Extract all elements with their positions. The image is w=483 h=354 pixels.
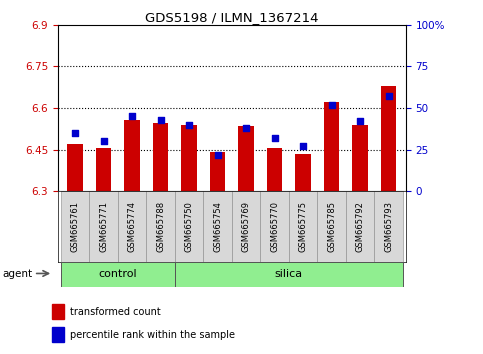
Text: GSM665793: GSM665793 [384,201,393,252]
Bar [295,154,311,191]
Text: GSM665774: GSM665774 [128,201,137,252]
Bar [267,148,283,191]
Bar [324,102,340,191]
Text: GSM665754: GSM665754 [213,201,222,252]
Bar [96,148,112,191]
Point [185,122,193,127]
Title: GDS5198 / ILMN_1367214: GDS5198 / ILMN_1367214 [145,11,319,24]
Bar [52,304,64,319]
Text: control: control [99,269,137,279]
Bar [175,191,203,262]
Bar [118,191,146,262]
Bar [352,125,368,191]
Bar [317,191,346,262]
Text: GSM665770: GSM665770 [270,201,279,252]
Bar [238,126,254,191]
Point [99,138,107,144]
Text: GSM665788: GSM665788 [156,201,165,252]
Point [128,113,136,119]
Point [299,143,307,149]
Bar [289,191,317,262]
Bar [374,191,403,262]
Bar [67,144,83,191]
Bar [61,191,89,262]
Bar [181,125,197,191]
Point [385,93,393,99]
Bar [260,191,289,262]
Bar [232,191,260,262]
Bar [146,191,175,262]
Text: GSM665761: GSM665761 [71,201,80,252]
Point [242,125,250,131]
Text: agent: agent [2,269,32,279]
Text: silica: silica [275,269,303,279]
Bar [61,262,175,287]
Point [271,135,279,141]
Text: GSM665785: GSM665785 [327,201,336,252]
Point [213,152,221,158]
Text: GSM665771: GSM665771 [99,201,108,252]
Bar [175,262,403,287]
Point [71,130,79,136]
Bar [52,327,64,342]
Point [156,117,164,122]
Point [328,102,336,108]
Text: GSM665775: GSM665775 [298,201,308,252]
Text: percentile rank within the sample: percentile rank within the sample [70,330,235,339]
Text: GSM665750: GSM665750 [185,201,194,252]
Point [356,119,364,124]
Bar [124,120,140,191]
Bar [346,191,374,262]
Text: GSM665769: GSM665769 [242,201,251,252]
Bar [381,86,397,191]
Bar [203,191,232,262]
Bar [89,191,118,262]
Bar [153,123,169,191]
Text: transformed count: transformed count [70,307,160,317]
Bar [210,152,226,191]
Text: GSM665792: GSM665792 [355,201,365,252]
